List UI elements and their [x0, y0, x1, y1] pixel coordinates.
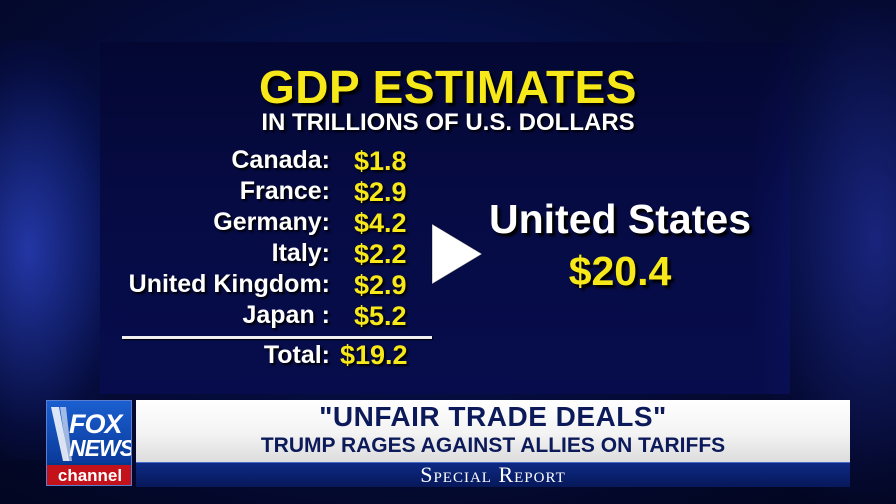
country-label: France:: [240, 177, 330, 206]
show-bar: Special Report: [136, 462, 850, 487]
gdp-value: $1.8: [354, 146, 407, 177]
subheadline: TRUMP RAGES AGAINST ALLIES ON TARIFFS: [136, 434, 850, 458]
total-label: Total:: [264, 341, 330, 370]
table-row: Canada: $1.8: [0, 146, 896, 178]
us-value: $20.4: [470, 248, 770, 295]
country-label: Germany:: [213, 208, 330, 237]
graphic-title: GDP ESTIMATES: [0, 60, 896, 114]
country-label: United Kingdom:: [129, 270, 330, 299]
gdp-value: $4.2: [354, 208, 407, 239]
play-icon[interactable]: [424, 222, 488, 286]
gdp-value: $2.2: [354, 239, 407, 270]
logo-channel-text: channel: [47, 465, 132, 486]
play-button[interactable]: [424, 222, 488, 286]
logo-news-text: NEWS: [69, 435, 132, 462]
total-value: $19.2: [340, 340, 408, 371]
gdp-value: $2.9: [354, 270, 407, 301]
lower-third: FOX NEWS channel "UNFAIR TRADE DEALS" TR…: [46, 400, 850, 486]
country-label: Japan :: [242, 301, 330, 330]
show-name: Special Report: [136, 463, 850, 487]
country-label: Canada:: [231, 146, 330, 175]
fox-news-logo: FOX NEWS channel: [46, 400, 132, 486]
gdp-value: $2.9: [354, 177, 407, 208]
table-row: Japan : $5.2: [0, 301, 896, 333]
us-label: United States: [470, 196, 770, 243]
headline-banner: "UNFAIR TRADE DEALS" TRUMP RAGES AGAINST…: [136, 400, 850, 462]
gdp-value: $5.2: [354, 301, 407, 332]
graphic-subtitle: IN TRILLIONS OF U.S. DOLLARS: [0, 109, 896, 137]
headline: "UNFAIR TRADE DEALS": [136, 401, 850, 433]
total-divider: [122, 336, 432, 339]
country-label: Italy:: [272, 239, 330, 268]
